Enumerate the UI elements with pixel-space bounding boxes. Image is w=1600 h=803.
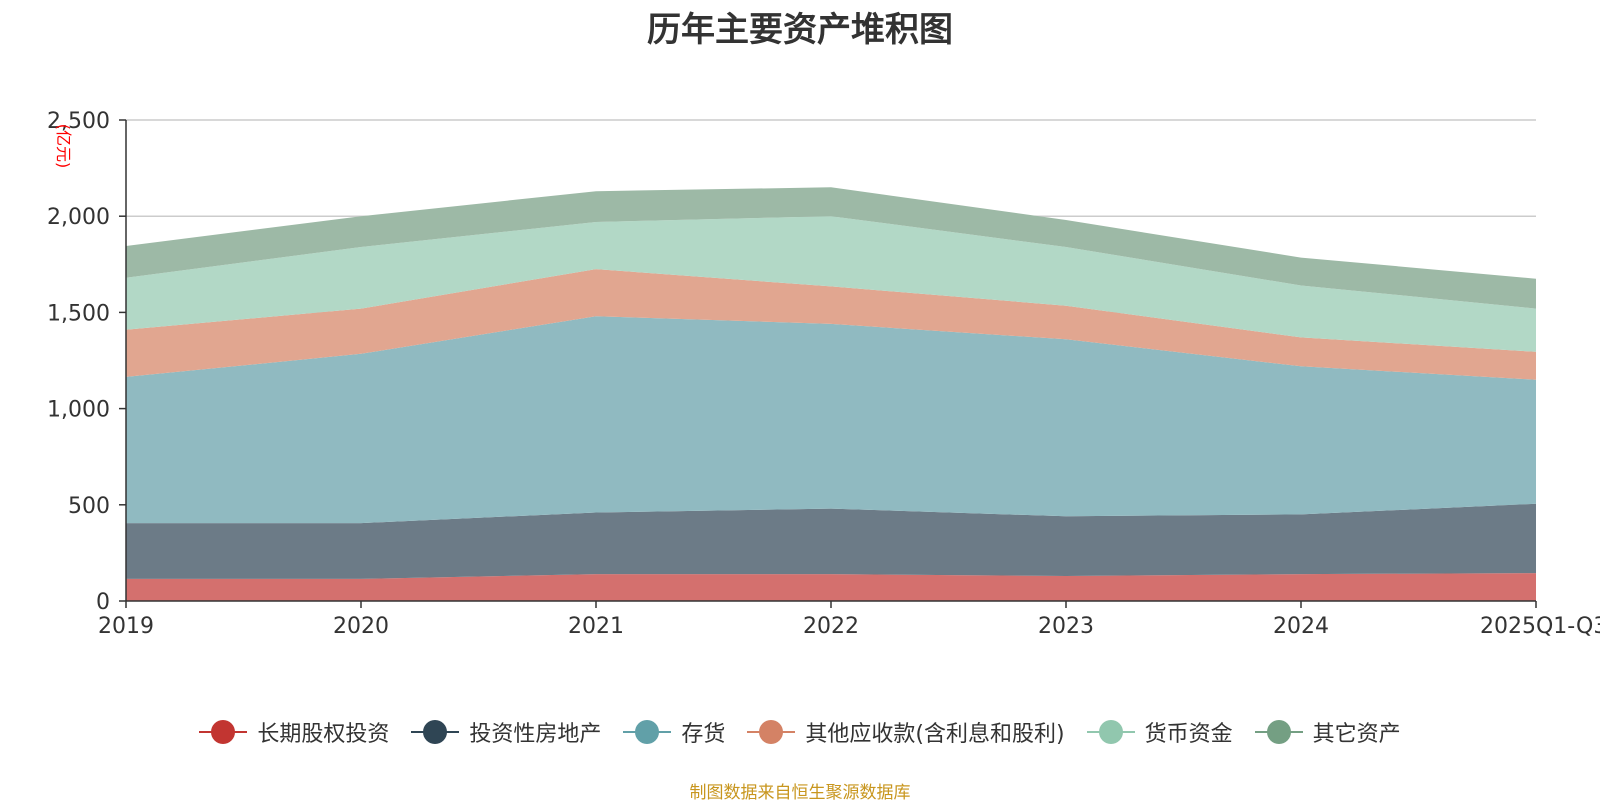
legend-marker-icon	[747, 720, 796, 744]
axis-layer: 0 500 1,000 1,500 2,000 2,500 2019 2020 2021 2022…	[47, 109, 1600, 639]
legend-marker-icon	[199, 720, 248, 744]
legend-label: 其它资产	[1312, 722, 1401, 747]
y-tick-label: 2,000	[47, 205, 110, 230]
y-tick-label: 2,500	[47, 109, 110, 134]
area-series-3[interactable]	[126, 316, 1536, 524]
legend: 长期股权投资 投资性房地产 存货 其他应收款(含利息和股利) 货币资金 其它资产	[0, 716, 1600, 748]
y-tick-label: 0	[96, 590, 110, 615]
legend-marker-icon	[1086, 720, 1135, 744]
y-tick-label: 1,000	[47, 398, 110, 423]
legend-item-3[interactable]: 存货	[623, 716, 725, 748]
legend-label: 长期股权投资	[257, 722, 390, 747]
legend-label: 其他应收款(含利息和股利)	[805, 722, 1065, 747]
legend-label: 存货	[681, 722, 726, 747]
x-tick-label: 2022	[803, 614, 859, 639]
y-axis-label: (亿元)	[54, 124, 73, 169]
legend-marker-icon	[1254, 720, 1303, 744]
area-series-2[interactable]	[126, 503, 1536, 579]
source-note: 制图数据来自恒生聚源数据库	[689, 783, 911, 803]
legend-item-5[interactable]: 货币资金	[1086, 716, 1233, 748]
area-series-6[interactable]	[126, 187, 1536, 309]
x-tick-label: 2021	[568, 614, 624, 639]
area-series-4[interactable]	[126, 269, 1536, 380]
y-tick-label: 500	[68, 494, 110, 519]
legend-marker-icon	[411, 720, 460, 744]
legend-item-2[interactable]: 投资性房地产	[411, 716, 601, 748]
legend-item-6[interactable]: 其它资产	[1254, 716, 1401, 748]
legend-label: 投资性房地产	[469, 722, 602, 747]
x-tick-label: 2019	[98, 614, 154, 639]
x-tick-label: 2024	[1273, 614, 1329, 639]
area-layer	[126, 187, 1536, 601]
x-tick-label: 2020	[333, 614, 389, 639]
legend-item-1[interactable]: 长期股权投资	[199, 716, 389, 748]
area-series-5[interactable]	[126, 216, 1536, 352]
area-series-1[interactable]	[126, 573, 1536, 601]
legend-label: 货币资金	[1144, 722, 1233, 747]
x-tick-label: 2023	[1038, 614, 1094, 639]
legend-marker-icon	[623, 720, 672, 744]
legend-item-4[interactable]: 其他应收款(含利息和股利)	[747, 716, 1065, 748]
chart-title: 历年主要资产堆积图	[647, 10, 953, 50]
y-tick-label: 1,500	[47, 301, 110, 326]
x-tick-label: 2025Q1-Q3	[1480, 614, 1600, 639]
